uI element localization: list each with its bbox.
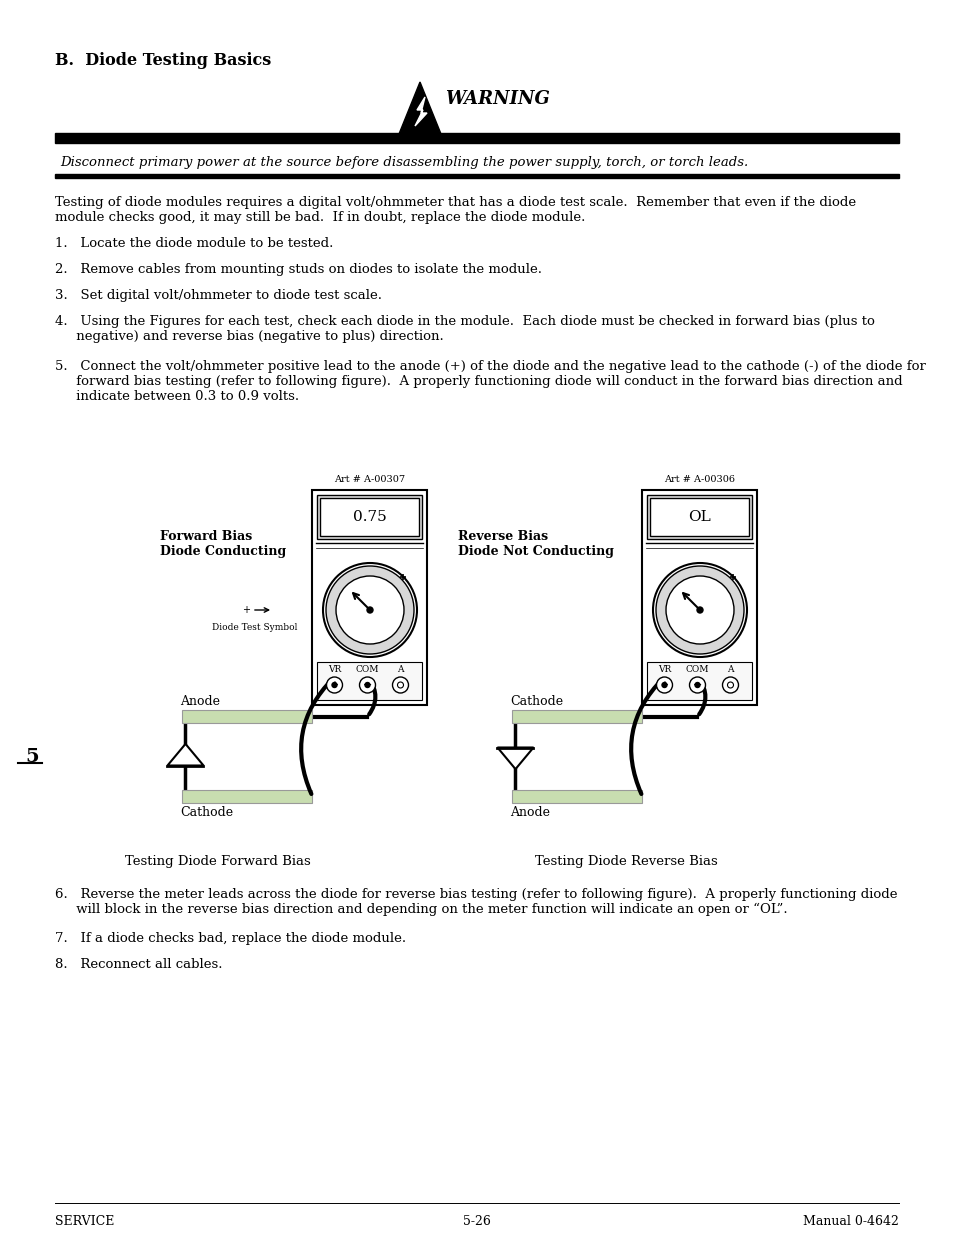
Circle shape	[721, 677, 738, 693]
Circle shape	[397, 682, 403, 688]
Circle shape	[326, 566, 414, 655]
Circle shape	[689, 677, 705, 693]
Circle shape	[323, 563, 416, 657]
Text: 7.   If a diode checks bad, replace the diode module.: 7. If a diode checks bad, replace the di…	[55, 932, 406, 945]
Circle shape	[392, 677, 408, 693]
Circle shape	[656, 566, 743, 655]
Text: COM: COM	[685, 664, 708, 673]
Text: Cathode: Cathode	[180, 806, 233, 819]
Polygon shape	[497, 747, 533, 769]
Text: VR: VR	[658, 664, 670, 673]
Text: module checks good, it may still be bad.  If in doubt, replace the diode module.: module checks good, it may still be bad.…	[55, 211, 585, 224]
Circle shape	[697, 606, 702, 613]
Text: Disconnect primary power at the source before disassembling the power supply, to: Disconnect primary power at the source b…	[60, 156, 747, 169]
Text: Diode Conducting: Diode Conducting	[160, 545, 286, 558]
Text: forward bias testing (refer to following figure).  A properly functioning diode : forward bias testing (refer to following…	[55, 375, 902, 388]
Text: B.  Diode Testing Basics: B. Diode Testing Basics	[55, 52, 271, 69]
Text: Testing Diode Reverse Bias: Testing Diode Reverse Bias	[535, 855, 717, 868]
Bar	[512, 710, 641, 722]
Text: 5.   Connect the volt/ohmmeter positive lead to the anode (+) of the diode and t: 5. Connect the volt/ohmmeter positive le…	[55, 359, 925, 373]
Bar	[641, 490, 757, 705]
Text: indicate between 0.3 to 0.9 volts.: indicate between 0.3 to 0.9 volts.	[55, 390, 299, 403]
Text: +: +	[330, 680, 338, 690]
Circle shape	[652, 563, 746, 657]
Circle shape	[727, 682, 733, 688]
Circle shape	[332, 683, 336, 688]
Bar	[320, 498, 419, 536]
Text: A: A	[726, 664, 733, 673]
Text: Cathode: Cathode	[510, 695, 563, 708]
Text: 0.75: 0.75	[353, 510, 387, 524]
Text: Testing of diode modules requires a digital volt/ohmmeter that has a diode test : Testing of diode modules requires a digi…	[55, 196, 855, 209]
Circle shape	[661, 683, 666, 688]
Text: Art # A-00306: Art # A-00306	[664, 475, 735, 484]
Text: 6.   Reverse the meter leads across the diode for reverse bias testing (refer to: 6. Reverse the meter leads across the di…	[55, 888, 897, 902]
Polygon shape	[415, 98, 427, 126]
Text: Reverse Bias: Reverse Bias	[457, 530, 548, 543]
Circle shape	[359, 677, 375, 693]
Text: Testing Diode Forward Bias: Testing Diode Forward Bias	[125, 855, 311, 868]
Text: 8.   Reconnect all cables.: 8. Reconnect all cables.	[55, 958, 222, 971]
Circle shape	[335, 576, 403, 643]
Text: Diode Test Symbol: Diode Test Symbol	[213, 622, 297, 632]
Circle shape	[367, 606, 373, 613]
Bar	[317, 662, 422, 700]
Text: −: −	[692, 680, 701, 690]
Circle shape	[695, 683, 700, 688]
Circle shape	[326, 677, 342, 693]
Text: 5: 5	[25, 748, 38, 766]
Bar	[512, 790, 641, 803]
Bar	[650, 498, 749, 536]
Text: 3.   Set digital volt/ohmmeter to diode test scale.: 3. Set digital volt/ohmmeter to diode te…	[55, 289, 381, 303]
Text: will block in the reverse bias direction and depending on the meter function wil: will block in the reverse bias direction…	[55, 903, 787, 916]
Text: Anode: Anode	[180, 695, 220, 708]
Text: Forward Bias: Forward Bias	[160, 530, 252, 543]
Bar	[55, 133, 898, 143]
Bar	[647, 662, 752, 700]
Text: Anode: Anode	[510, 806, 550, 819]
Bar	[317, 495, 422, 538]
Text: Diode Not Conducting: Diode Not Conducting	[457, 545, 614, 558]
Circle shape	[656, 677, 672, 693]
Text: A: A	[396, 664, 403, 673]
Text: negative) and reverse bias (negative to plus) direction.: negative) and reverse bias (negative to …	[55, 330, 443, 343]
Text: 1.   Locate the diode module to be tested.: 1. Locate the diode module to be tested.	[55, 237, 333, 249]
Bar	[182, 790, 313, 803]
Bar	[55, 174, 898, 178]
Circle shape	[365, 683, 370, 688]
Text: +: +	[242, 605, 250, 615]
Text: Manual 0-4642: Manual 0-4642	[802, 1215, 898, 1228]
Text: COM: COM	[355, 664, 379, 673]
Text: 5-26: 5-26	[462, 1215, 491, 1228]
Text: VR: VR	[328, 664, 341, 673]
Text: −: −	[362, 680, 372, 690]
Text: Art # A-00307: Art # A-00307	[335, 475, 405, 484]
Bar	[182, 710, 313, 722]
Text: WARNING: WARNING	[444, 90, 549, 107]
Bar	[647, 495, 752, 538]
Circle shape	[665, 576, 733, 643]
Text: SERVICE: SERVICE	[55, 1215, 114, 1228]
Polygon shape	[168, 743, 203, 766]
Text: +: +	[659, 680, 668, 690]
Text: 2.   Remove cables from mounting studs on diodes to isolate the module.: 2. Remove cables from mounting studs on …	[55, 263, 541, 275]
Bar	[313, 490, 427, 705]
Text: OL: OL	[688, 510, 711, 524]
Text: 4.   Using the Figures for each test, check each diode in the module.  Each diod: 4. Using the Figures for each test, chec…	[55, 315, 874, 329]
Polygon shape	[398, 82, 440, 135]
